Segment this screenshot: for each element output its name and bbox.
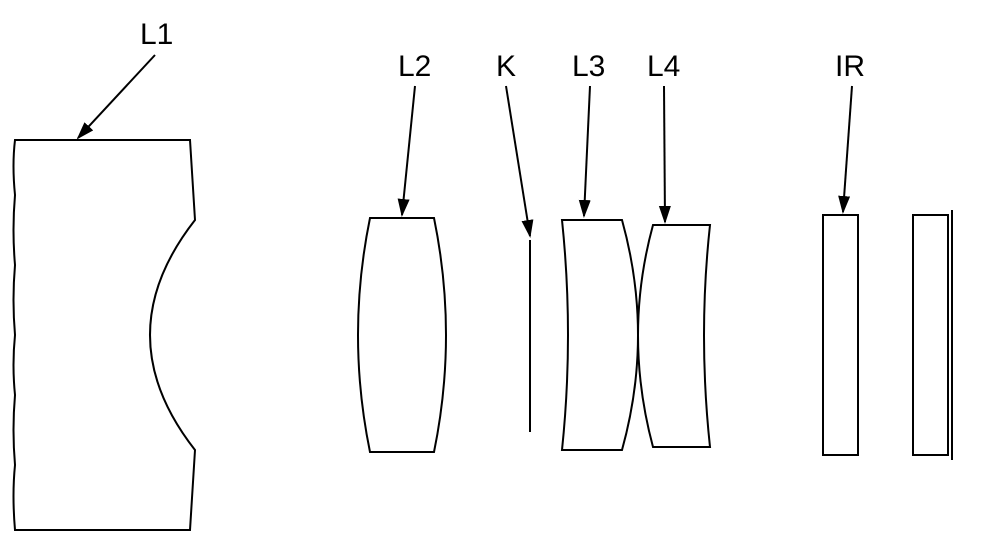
lens-l1 — [14, 140, 196, 530]
arrow-ir — [843, 86, 852, 212]
label-l2: L2 — [398, 50, 431, 84]
label-l3: L3 — [572, 50, 605, 84]
lens-l3 — [562, 220, 638, 450]
arrow-l4 — [664, 86, 665, 222]
label-k: K — [496, 50, 516, 84]
sensor-plate — [913, 215, 948, 455]
label-l1: L1 — [140, 18, 173, 52]
label-l4: L4 — [647, 50, 680, 84]
arrow-k — [506, 86, 530, 236]
arrow-l1 — [78, 55, 155, 138]
arrow-l2 — [402, 86, 415, 215]
lens-l4 — [638, 225, 710, 447]
label-ir: IR — [835, 50, 865, 84]
arrow-l3 — [584, 86, 590, 216]
ir-filter — [823, 215, 858, 455]
lens-l2 — [358, 218, 446, 452]
